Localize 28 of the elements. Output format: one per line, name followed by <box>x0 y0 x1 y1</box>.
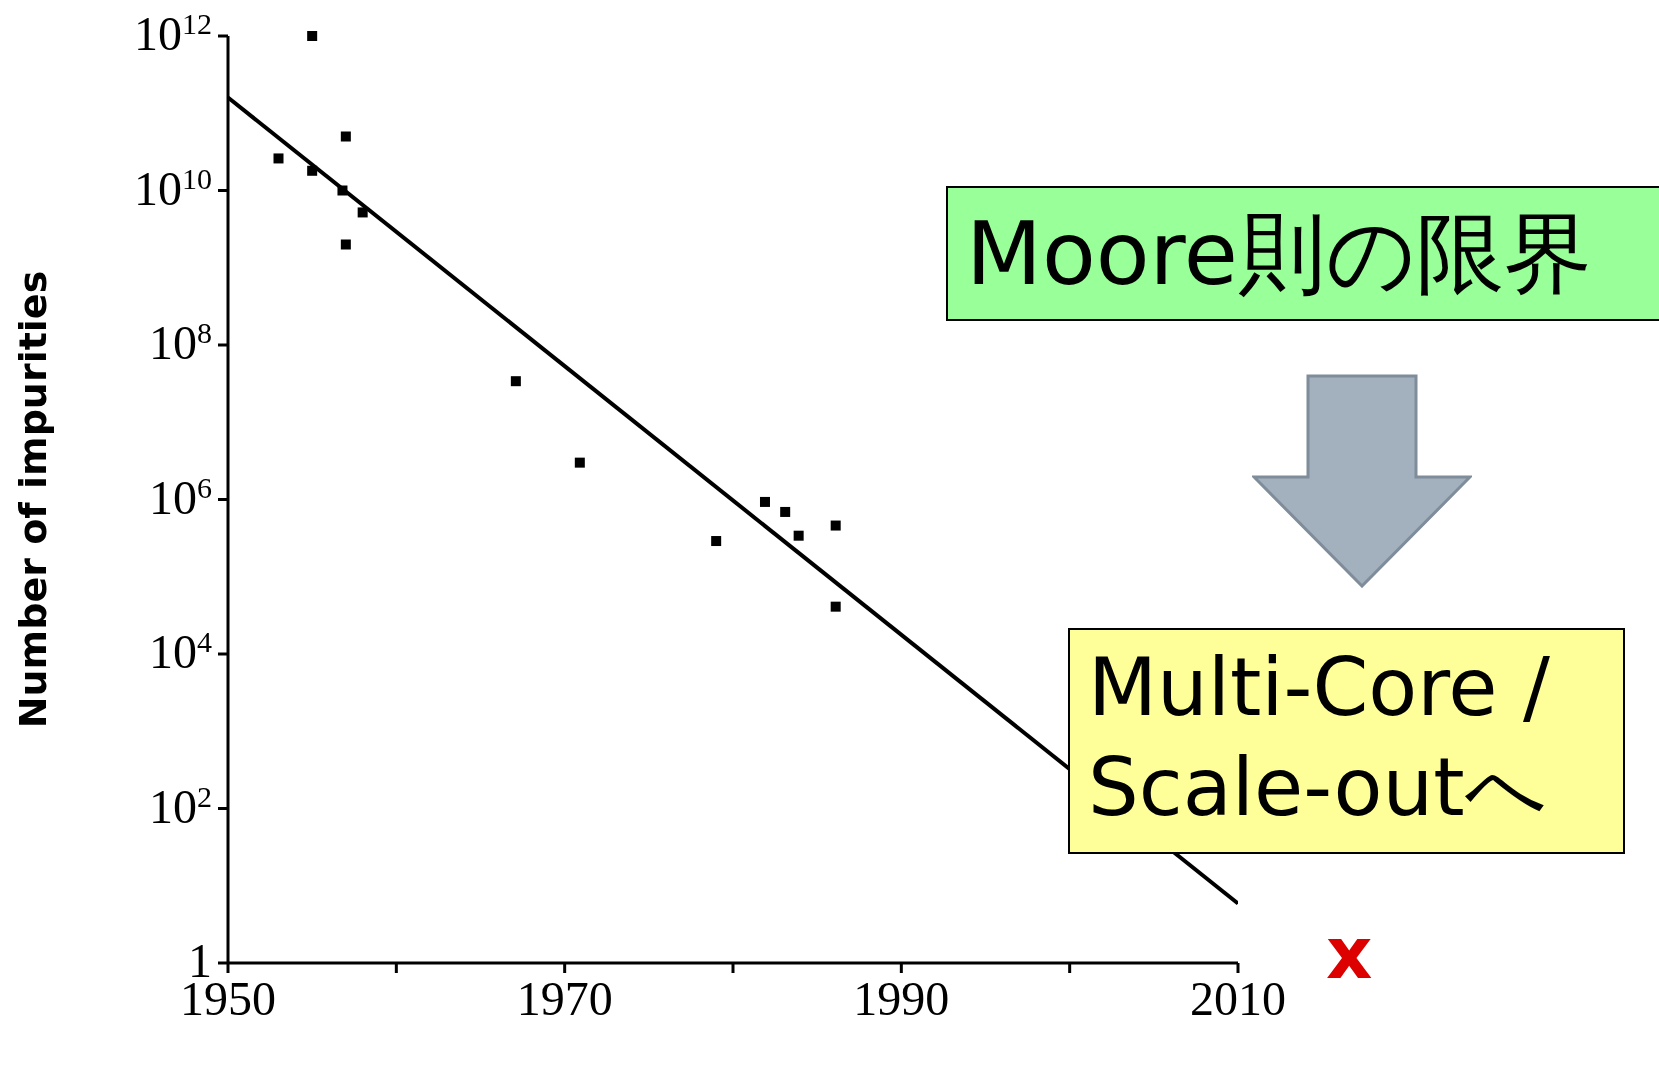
point <box>711 536 722 547</box>
point <box>793 530 804 541</box>
annotation: Multi-Core / Scale-outへ <box>1068 628 1625 854</box>
point <box>340 239 351 250</box>
annotation: Moore則の限界 <box>946 186 1659 321</box>
x-tick-label: 1970 <box>516 972 613 1025</box>
point <box>307 31 318 41</box>
point <box>273 153 284 164</box>
y-tick-label: 10$^{8}$ <box>149 315 212 369</box>
point <box>510 376 521 387</box>
point <box>830 601 841 612</box>
point <box>357 207 368 218</box>
y-tick-label: 10$^{4}$ <box>149 624 212 678</box>
y-tick-label: 10$^{10}$ <box>134 161 212 215</box>
y-axis-title: Number of impurities <box>11 270 56 729</box>
point <box>780 506 791 517</box>
point <box>574 457 585 468</box>
y-tick-label: 10$^{2}$ <box>149 779 212 833</box>
x-tick-label: 1990 <box>853 972 950 1025</box>
point <box>307 165 318 176</box>
point <box>830 520 841 531</box>
point <box>759 496 770 507</box>
text: x <box>1326 911 1373 995</box>
point <box>340 131 351 142</box>
y-tick-label: 10$^{6}$ <box>149 470 212 524</box>
point <box>337 185 348 196</box>
y-tick-label: 10$^{12}$ <box>134 6 212 60</box>
x-tick-label: 2010 <box>1190 972 1286 1025</box>
